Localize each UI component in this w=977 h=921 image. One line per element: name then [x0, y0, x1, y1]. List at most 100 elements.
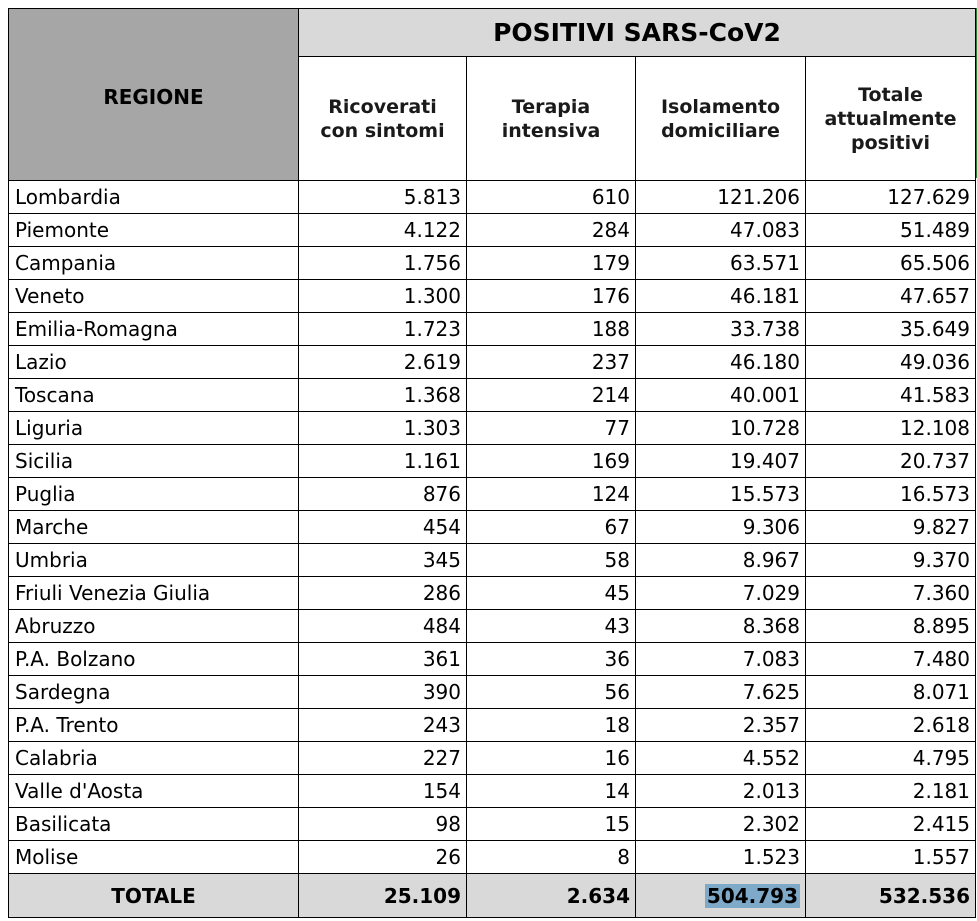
cell-ricoverati[interactable]: 1.161 [298, 444, 467, 478]
cell-totale[interactable]: 9.827 [805, 510, 976, 544]
cell-terapia[interactable]: 18 [466, 708, 636, 742]
cell-ricoverati[interactable]: 5.813 [298, 180, 467, 214]
cell-isolamento[interactable]: 8.368 [635, 609, 806, 643]
cell-totale[interactable]: 49.036 [805, 345, 976, 379]
cell-isolamento[interactable]: 15.573 [635, 477, 806, 511]
cell-totale[interactable]: 65.506 [805, 246, 976, 280]
cell-ricoverati[interactable]: 98 [298, 807, 467, 841]
total-cell-totale[interactable]: 532.536 [805, 873, 976, 918]
cell-totale[interactable]: 4.795 [805, 741, 976, 775]
cell-terapia[interactable]: 16 [466, 741, 636, 775]
cell-terapia[interactable]: 179 [466, 246, 636, 280]
cell-ricoverati[interactable]: 1.723 [298, 312, 467, 346]
total-cell-terapia[interactable]: 2.634 [466, 873, 636, 918]
cell-totale[interactable]: 47.657 [805, 279, 976, 313]
cell-totale[interactable]: 1.557 [805, 840, 976, 874]
region-cell[interactable]: Toscana [8, 378, 299, 412]
region-cell[interactable]: Piemonte [8, 213, 299, 247]
cell-totale[interactable]: 2.181 [805, 774, 976, 808]
cell-isolamento[interactable]: 8.967 [635, 543, 806, 577]
region-cell[interactable]: Friuli Venezia Giulia [8, 576, 299, 610]
cell-ricoverati[interactable]: 1.756 [298, 246, 467, 280]
total-label-cell[interactable]: TOTALE [8, 873, 299, 918]
cell-isolamento[interactable]: 63.571 [635, 246, 806, 280]
region-column-header[interactable]: REGIONE [8, 8, 299, 181]
cell-totale[interactable]: 2.415 [805, 807, 976, 841]
region-cell[interactable]: Emilia-Romagna [8, 312, 299, 346]
region-cell[interactable]: P.A. Trento [8, 708, 299, 742]
region-cell[interactable]: Lombardia [8, 180, 299, 214]
region-cell[interactable]: Molise [8, 840, 299, 874]
cell-totale[interactable]: 7.480 [805, 642, 976, 676]
region-cell[interactable]: Sardegna [8, 675, 299, 709]
cell-terapia[interactable]: 77 [466, 411, 636, 445]
column-header-isolamento[interactable]: Isolamento domiciliare [635, 56, 806, 181]
region-cell[interactable]: Abruzzo [8, 609, 299, 643]
cell-ricoverati[interactable]: 454 [298, 510, 467, 544]
region-cell[interactable]: Basilicata [8, 807, 299, 841]
cell-terapia[interactable]: 45 [466, 576, 636, 610]
cell-totale[interactable]: 127.629 [805, 180, 976, 214]
cell-terapia[interactable]: 169 [466, 444, 636, 478]
cell-ricoverati[interactable]: 484 [298, 609, 467, 643]
cell-terapia[interactable]: 58 [466, 543, 636, 577]
cell-isolamento[interactable]: 7.625 [635, 675, 806, 709]
cell-terapia[interactable]: 15 [466, 807, 636, 841]
region-cell[interactable]: Marche [8, 510, 299, 544]
cell-isolamento[interactable]: 2.013 [635, 774, 806, 808]
cell-terapia[interactable]: 214 [466, 378, 636, 412]
cell-isolamento[interactable]: 9.306 [635, 510, 806, 544]
cell-ricoverati[interactable]: 345 [298, 543, 467, 577]
column-header-totale[interactable]: Totale attualmente positivi [805, 56, 976, 181]
region-cell[interactable]: Puglia [8, 477, 299, 511]
group-header[interactable]: POSITIVI SARS-CoV2 [298, 8, 976, 57]
cell-isolamento[interactable]: 2.357 [635, 708, 806, 742]
region-cell[interactable]: Lazio [8, 345, 299, 379]
column-header-ricoverati[interactable]: Ricoverati con sintomi [298, 56, 467, 181]
cell-terapia[interactable]: 124 [466, 477, 636, 511]
cell-totale[interactable]: 7.360 [805, 576, 976, 610]
cell-terapia[interactable]: 188 [466, 312, 636, 346]
cell-totale[interactable]: 2.618 [805, 708, 976, 742]
cell-totale[interactable]: 51.489 [805, 213, 976, 247]
cell-ricoverati[interactable]: 361 [298, 642, 467, 676]
cell-terapia[interactable]: 14 [466, 774, 636, 808]
region-cell[interactable]: P.A. Bolzano [8, 642, 299, 676]
region-cell[interactable]: Veneto [8, 279, 299, 313]
cell-terapia[interactable]: 237 [466, 345, 636, 379]
cell-totale[interactable]: 20.737 [805, 444, 976, 478]
cell-terapia[interactable]: 8 [466, 840, 636, 874]
cell-ricoverati[interactable]: 227 [298, 741, 467, 775]
cell-ricoverati[interactable]: 1.303 [298, 411, 467, 445]
cell-isolamento[interactable]: 4.552 [635, 741, 806, 775]
cell-ricoverati[interactable]: 876 [298, 477, 467, 511]
region-cell[interactable]: Liguria [8, 411, 299, 445]
cell-totale[interactable]: 41.583 [805, 378, 976, 412]
cell-isolamento[interactable]: 1.523 [635, 840, 806, 874]
cell-ricoverati[interactable]: 1.368 [298, 378, 467, 412]
region-cell[interactable]: Umbria [8, 543, 299, 577]
cell-ricoverati[interactable]: 2.619 [298, 345, 467, 379]
cell-isolamento[interactable]: 10.728 [635, 411, 806, 445]
total-cell-ricoverati[interactable]: 25.109 [298, 873, 467, 918]
cell-terapia[interactable]: 67 [466, 510, 636, 544]
cell-totale[interactable]: 16.573 [805, 477, 976, 511]
region-cell[interactable]: Sicilia [8, 444, 299, 478]
cell-isolamento[interactable]: 2.302 [635, 807, 806, 841]
cell-ricoverati[interactable]: 390 [298, 675, 467, 709]
cell-totale[interactable]: 12.108 [805, 411, 976, 445]
cell-terapia[interactable]: 284 [466, 213, 636, 247]
cell-isolamento[interactable]: 47.083 [635, 213, 806, 247]
column-header-terapia[interactable]: Terapia intensiva [466, 56, 636, 181]
cell-ricoverati[interactable]: 1.300 [298, 279, 467, 313]
cell-totale[interactable]: 35.649 [805, 312, 976, 346]
cell-isolamento[interactable]: 33.738 [635, 312, 806, 346]
cell-isolamento[interactable]: 7.029 [635, 576, 806, 610]
cell-ricoverati[interactable]: 26 [298, 840, 467, 874]
cell-terapia[interactable]: 36 [466, 642, 636, 676]
cell-totale[interactable]: 9.370 [805, 543, 976, 577]
cell-ricoverati[interactable]: 286 [298, 576, 467, 610]
total-cell-isolamento[interactable]: 504.793 [635, 873, 806, 918]
cell-terapia[interactable]: 610 [466, 180, 636, 214]
cell-totale[interactable]: 8.071 [805, 675, 976, 709]
